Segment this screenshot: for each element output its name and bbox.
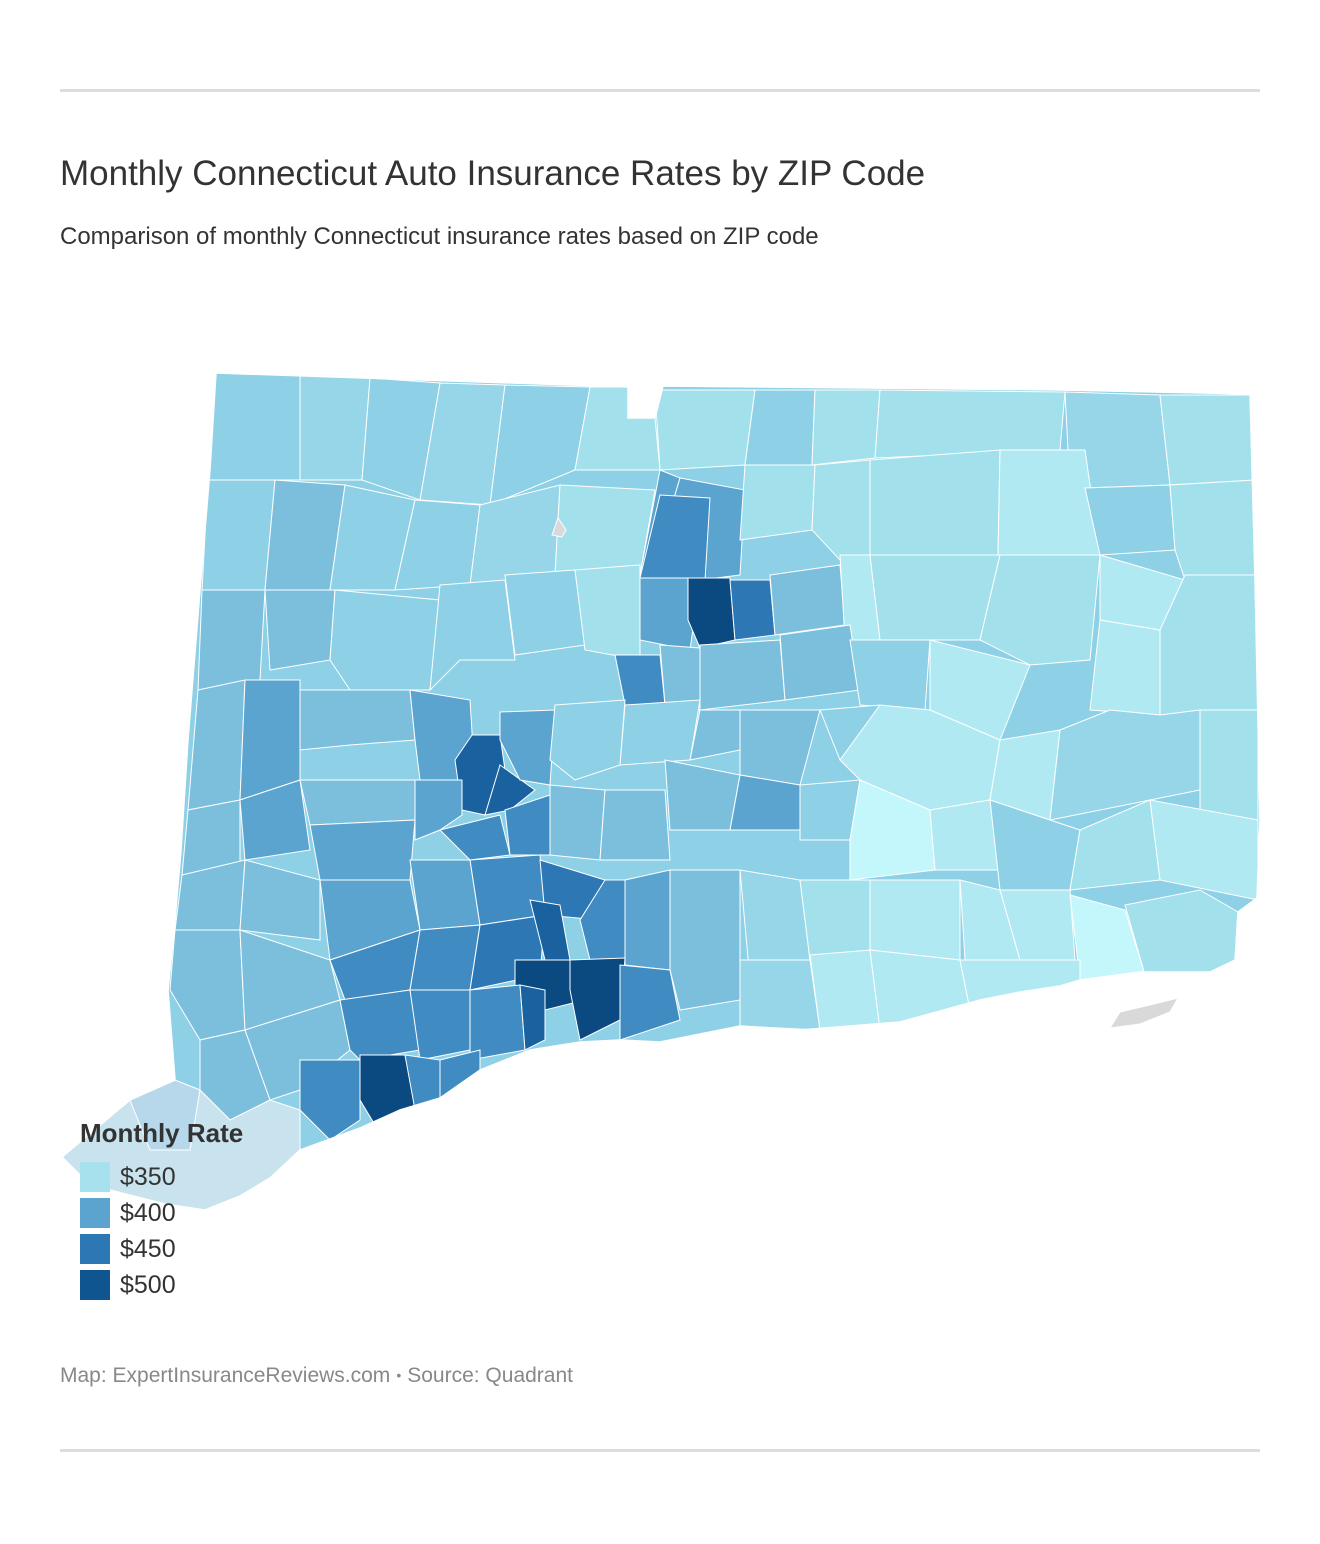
zip-region xyxy=(574,386,661,471)
zip-region xyxy=(869,949,971,1031)
zip-region xyxy=(1084,484,1176,556)
zip-region xyxy=(197,589,266,691)
zip-region xyxy=(469,984,526,1061)
zip-region xyxy=(499,709,556,786)
legend-label: $350 xyxy=(120,1162,176,1191)
source-link[interactable]: Source: Quadrant xyxy=(407,1364,573,1387)
zip-region xyxy=(779,624,861,701)
zip-region xyxy=(1159,394,1256,486)
zip-region xyxy=(549,784,606,861)
zip-region xyxy=(329,589,441,691)
zip-region xyxy=(729,774,801,831)
zip-region xyxy=(309,819,416,881)
zip-region xyxy=(1199,709,1259,821)
zip-region xyxy=(549,699,626,781)
top-divider xyxy=(60,89,1260,92)
page-title: Monthly Connecticut Auto Insurance Rates… xyxy=(60,154,926,193)
zip-region xyxy=(654,389,756,471)
zip-region xyxy=(979,554,1101,666)
zip-region xyxy=(1124,889,1239,976)
zip-region xyxy=(519,984,546,1051)
zip-region xyxy=(429,579,516,692)
zip-region xyxy=(339,989,421,1061)
legend-label: $500 xyxy=(120,1270,176,1299)
zip-region xyxy=(739,464,816,541)
zip-region xyxy=(599,789,671,861)
zip-region xyxy=(207,373,301,481)
zip-region xyxy=(769,564,846,636)
zip-region xyxy=(299,689,416,751)
zip-region xyxy=(869,554,1001,641)
zip-region xyxy=(874,389,1066,459)
footer-separator: • xyxy=(396,1367,402,1383)
zip-region xyxy=(849,779,936,881)
zip-region xyxy=(811,389,881,466)
zip-region xyxy=(299,779,416,826)
zip-region xyxy=(201,479,276,591)
zip-region xyxy=(299,1059,361,1141)
page-subtitle: Comparison of monthly Connecticut insura… xyxy=(60,223,819,250)
no-data-island xyxy=(1109,997,1180,1029)
zip-region xyxy=(619,964,681,1041)
zip-region xyxy=(869,449,1001,556)
zip-region xyxy=(409,859,481,931)
map-credit-link[interactable]: Map: ExpertInsuranceReviews.com xyxy=(60,1364,391,1387)
legend-swatch xyxy=(80,1198,110,1228)
connecticut-zip-map[interactable] xyxy=(0,360,1320,1240)
zip-region xyxy=(997,449,1101,556)
zip-region xyxy=(869,879,961,961)
legend-item: $350 xyxy=(80,1159,243,1195)
legend-title: Monthly Rate xyxy=(80,1118,244,1148)
zip-region xyxy=(1089,619,1161,716)
zip-region xyxy=(729,579,776,641)
legend-label: $450 xyxy=(120,1234,176,1263)
zip-region xyxy=(809,949,881,1031)
zip-region xyxy=(409,989,471,1061)
legend-swatch xyxy=(80,1270,110,1300)
zip-region xyxy=(414,779,463,841)
zip-region xyxy=(1169,479,1256,581)
zip-region xyxy=(409,924,481,991)
source-footer: Map: ExpertInsuranceReviews.com • Source: … xyxy=(60,1364,573,1388)
zip-region xyxy=(739,959,821,1031)
zip-region xyxy=(624,869,671,971)
zip-region xyxy=(299,373,371,481)
map-legend: Monthly Rate $350 $400 $450 $500 xyxy=(80,1118,243,1303)
zip-region xyxy=(929,799,1001,871)
zip-region xyxy=(264,589,336,671)
legend-swatch xyxy=(80,1234,110,1264)
zip-region xyxy=(669,869,741,1011)
zip-region xyxy=(619,699,701,766)
legend-item: $400 xyxy=(80,1195,243,1231)
zip-region xyxy=(744,389,816,466)
legend-item: $450 xyxy=(80,1231,243,1267)
state-outline xyxy=(60,372,1261,1211)
zip-region xyxy=(699,639,786,711)
bottom-divider xyxy=(60,1449,1260,1452)
zip-region xyxy=(569,957,626,1041)
legend-swatch xyxy=(80,1162,110,1192)
zip-region xyxy=(687,577,736,649)
zip-region xyxy=(554,484,656,576)
zip-region xyxy=(504,569,586,656)
zip-region xyxy=(239,859,321,941)
no-data-region xyxy=(551,516,567,538)
zip-regions xyxy=(62,373,1259,1210)
zip-region xyxy=(799,879,871,961)
legend-item: $500 xyxy=(80,1267,243,1303)
zip-region xyxy=(239,679,301,801)
zip-region xyxy=(574,564,641,661)
zip-region xyxy=(849,639,931,711)
zip-region xyxy=(239,779,311,861)
legend-label: $400 xyxy=(120,1198,176,1227)
